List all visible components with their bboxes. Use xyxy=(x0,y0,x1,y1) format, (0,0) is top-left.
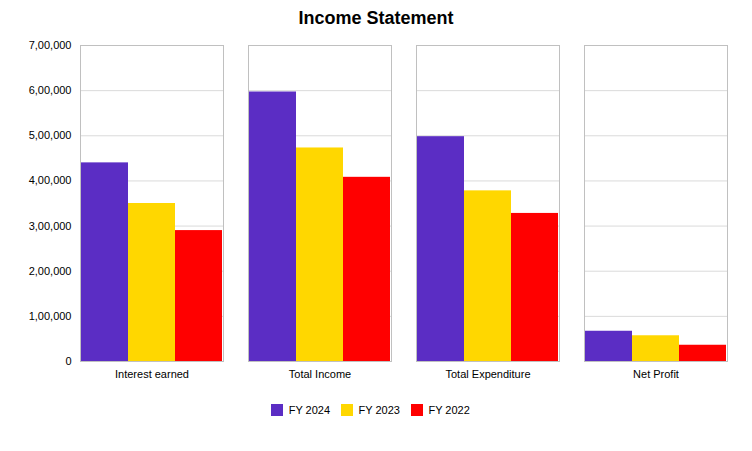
svg-text:4,00,000: 4,00,000 xyxy=(29,174,72,186)
html-text:FY 2022: FY 2022 xyxy=(428,403,470,416)
svg-text:6,00,000: 6,00,000 xyxy=(29,84,72,96)
svg-text:Total Expenditure: Total Expenditure xyxy=(446,368,531,380)
svg-text:1,00,000: 1,00,000 xyxy=(29,310,72,322)
svg-text:7,00,000: 7,00,000 xyxy=(29,39,72,51)
svg-text:0: 0 xyxy=(65,355,71,367)
svg-text:Net Profit: Net Profit xyxy=(633,368,679,380)
svg-text:3,00,000: 3,00,000 xyxy=(29,220,72,232)
svg-text:Interest earned: Interest earned xyxy=(115,368,189,380)
svg-text:Total Income: Total Income xyxy=(289,368,351,380)
html-text:FY 2024: FY 2024 xyxy=(288,403,330,416)
svg-text:2,00,000: 2,00,000 xyxy=(29,265,72,277)
html-text:FY 2023: FY 2023 xyxy=(358,403,400,416)
svg-text:5,00,000: 5,00,000 xyxy=(29,129,72,141)
html-text:Income Statement: Income Statement xyxy=(298,8,454,28)
